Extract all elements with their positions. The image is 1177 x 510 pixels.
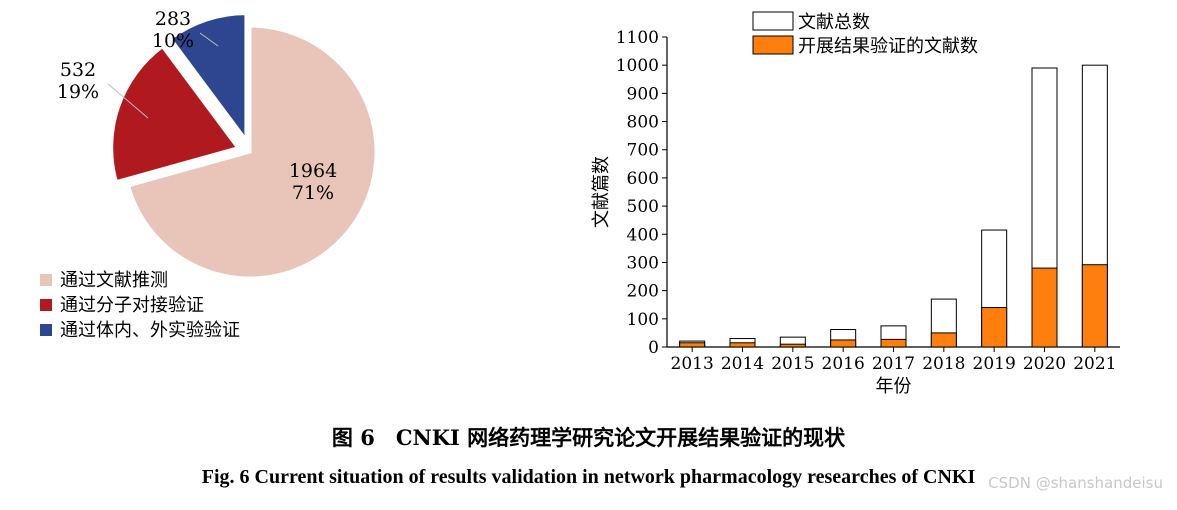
pie-value-label: 532 [60, 59, 96, 81]
figure-caption-english: Fig. 6 Current situation of results vali… [201, 466, 976, 488]
pie-slice [110, 44, 241, 184]
pie-legend-label: 通过分子对接验证 [60, 295, 204, 316]
bar-verified [729, 342, 756, 348]
y-tick-label: 600 [627, 169, 659, 189]
bar-verified [1031, 267, 1058, 348]
pie-leader-line [199, 32, 219, 47]
y-tick-label: 0 [648, 338, 659, 358]
pie-legend-label: 通过文献推测 [60, 270, 168, 291]
pie-percent-label: 10% [152, 30, 194, 52]
y-tick-label: 200 [627, 282, 659, 302]
pie-value-label: 1964 [289, 160, 337, 182]
x-tick-label: 2016 [822, 354, 865, 374]
pie-legend-swatch [40, 324, 52, 336]
y-tick-label: 700 [627, 141, 659, 161]
y-tick-label: 800 [627, 113, 659, 133]
y-tick-label: 400 [627, 225, 659, 245]
x-tick-label: 2014 [721, 354, 764, 374]
watermark: CSDN @shanshandeisu [988, 474, 1163, 492]
bar-verified [981, 307, 1008, 348]
y-tick-label: 1100 [616, 28, 659, 48]
bar-legend-label: 文献总数 [798, 12, 870, 33]
x-tick-label: 2021 [1073, 354, 1116, 374]
x-tick-label: 2015 [771, 354, 814, 374]
pie-leader-line [107, 83, 149, 119]
pie-slice [126, 24, 378, 280]
x-tick-label: 2019 [973, 354, 1016, 374]
bar-verified [830, 339, 857, 348]
bar-verified [779, 343, 806, 348]
pie-slice [168, 12, 248, 145]
figure-caption-chinese: 图 6 CNKI 网络药理学研究论文开展结果验证的现状 [331, 425, 846, 450]
x-tick-label: 2013 [671, 354, 714, 374]
bar-verified [679, 342, 706, 348]
y-tick-label: 1000 [616, 56, 659, 76]
pie-percent-label: 71% [292, 182, 334, 204]
bar-verified [930, 332, 957, 348]
bar-legend-swatch [752, 11, 794, 31]
x-axis-title: 年份 [876, 376, 912, 397]
y-tick-label: 300 [627, 253, 659, 273]
x-tick-label: 2018 [922, 354, 965, 374]
bar-legend-label: 开展结果验证的文献数 [798, 36, 978, 57]
y-tick-label: 500 [627, 197, 659, 217]
pie-legend-swatch [40, 274, 52, 286]
x-tick-label: 2017 [872, 354, 915, 374]
bar-verified [1081, 264, 1108, 348]
y-tick-label: 900 [627, 84, 659, 104]
y-axis-title: 文献篇数 [591, 156, 612, 228]
pie-value-label: 283 [155, 8, 191, 30]
bar-legend-swatch [752, 35, 794, 55]
y-tick-label: 100 [627, 310, 659, 330]
pie-legend-label: 通过体内、外实验验证 [60, 320, 240, 341]
bar-chart: 0 100 200 300 400 500 600 700 800 900 1000 1100 2013… [591, 11, 1120, 397]
x-tick-label: 2020 [1023, 354, 1066, 374]
bar-verified [880, 338, 907, 348]
pie-legend-swatch [40, 299, 52, 311]
pie-percent-label: 19% [57, 81, 99, 103]
